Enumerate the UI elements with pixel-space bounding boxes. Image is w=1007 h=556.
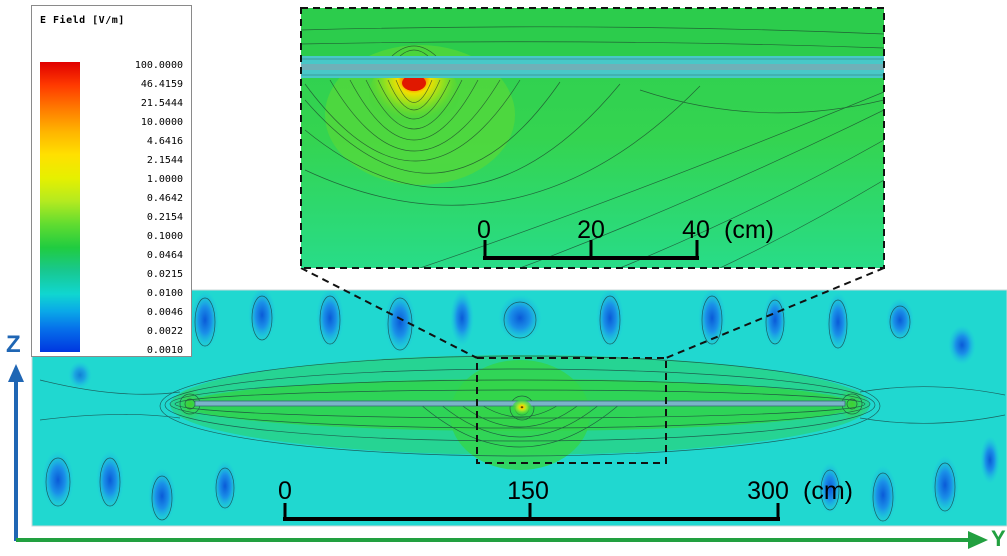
inset-source-lines	[301, 58, 884, 76]
z-axis-arrowhead-icon	[8, 364, 24, 382]
z-axis: Z	[6, 331, 24, 541]
inset-hotspot-core	[402, 75, 426, 91]
inset-upper-region	[301, 8, 884, 56]
legend-label: 0.0010	[146, 345, 183, 356]
inset-scale-bar: 0 20 40 (cm)	[477, 216, 774, 260]
legend-label: 1.0000	[146, 174, 183, 185]
inset-scale-tick-0: 0	[477, 216, 491, 244]
legend-label: 0.0046	[146, 307, 183, 318]
legend-label: 0.0100	[146, 288, 183, 299]
legend-label: 0.1000	[146, 231, 183, 242]
legend-label: 0.0464	[146, 250, 183, 261]
main-scale-tick-0: 0	[278, 477, 292, 505]
legend-title: E Field [V/m]	[40, 15, 125, 26]
legend-label: 0.2154	[146, 212, 183, 223]
inset-contour-lines	[301, 26, 884, 268]
zoom-connector-left	[300, 267, 478, 359]
source-end-left	[176, 388, 204, 420]
z-axis-label: Z	[6, 331, 21, 358]
legend-label: 10.0000	[140, 117, 183, 128]
field-contour-lines	[39, 295, 1006, 522]
zoom-region-box	[476, 357, 667, 464]
color-legend: E Field [V/m] 100.0000 46.4159 21.5444 1…	[31, 5, 192, 357]
main-scale-tick-300: 300	[747, 477, 789, 505]
inset-scale-unit: (cm)	[724, 216, 774, 244]
inset-scale-tick-20: 20	[577, 216, 605, 244]
legend-label: 2.1544	[146, 155, 183, 166]
main-scale-bar: 0 150 300 (cm)	[278, 477, 853, 521]
inset-line-source-core	[301, 64, 884, 70]
main-field-panel	[32, 290, 1007, 526]
main-scale-tick-150: 150	[507, 477, 549, 505]
y-axis-arrowhead-icon	[968, 531, 988, 549]
legend-label: 0.0215	[146, 269, 183, 280]
zoom-connector-right	[665, 267, 885, 359]
legend-label: 4.6416	[146, 136, 183, 147]
main-field-border	[31, 289, 1007, 527]
legend-label: 46.4159	[140, 79, 183, 90]
legend-label: 0.0022	[146, 326, 183, 337]
inset-scale-tick-40: 40	[682, 216, 710, 244]
legend-color-bar	[40, 62, 80, 352]
legend-label: 21.5444	[140, 98, 183, 109]
y-axis: Y	[16, 526, 1006, 551]
inset-field-panel	[301, 8, 884, 268]
source-end-right	[838, 388, 866, 420]
inset-border	[300, 7, 885, 269]
y-axis-label: Y	[991, 526, 1006, 551]
legend-label: 100.0000	[134, 60, 183, 71]
legend-label: 0.4642	[146, 193, 183, 204]
feed-point-hotspot	[512, 400, 532, 416]
main-scale-unit: (cm)	[803, 477, 853, 505]
